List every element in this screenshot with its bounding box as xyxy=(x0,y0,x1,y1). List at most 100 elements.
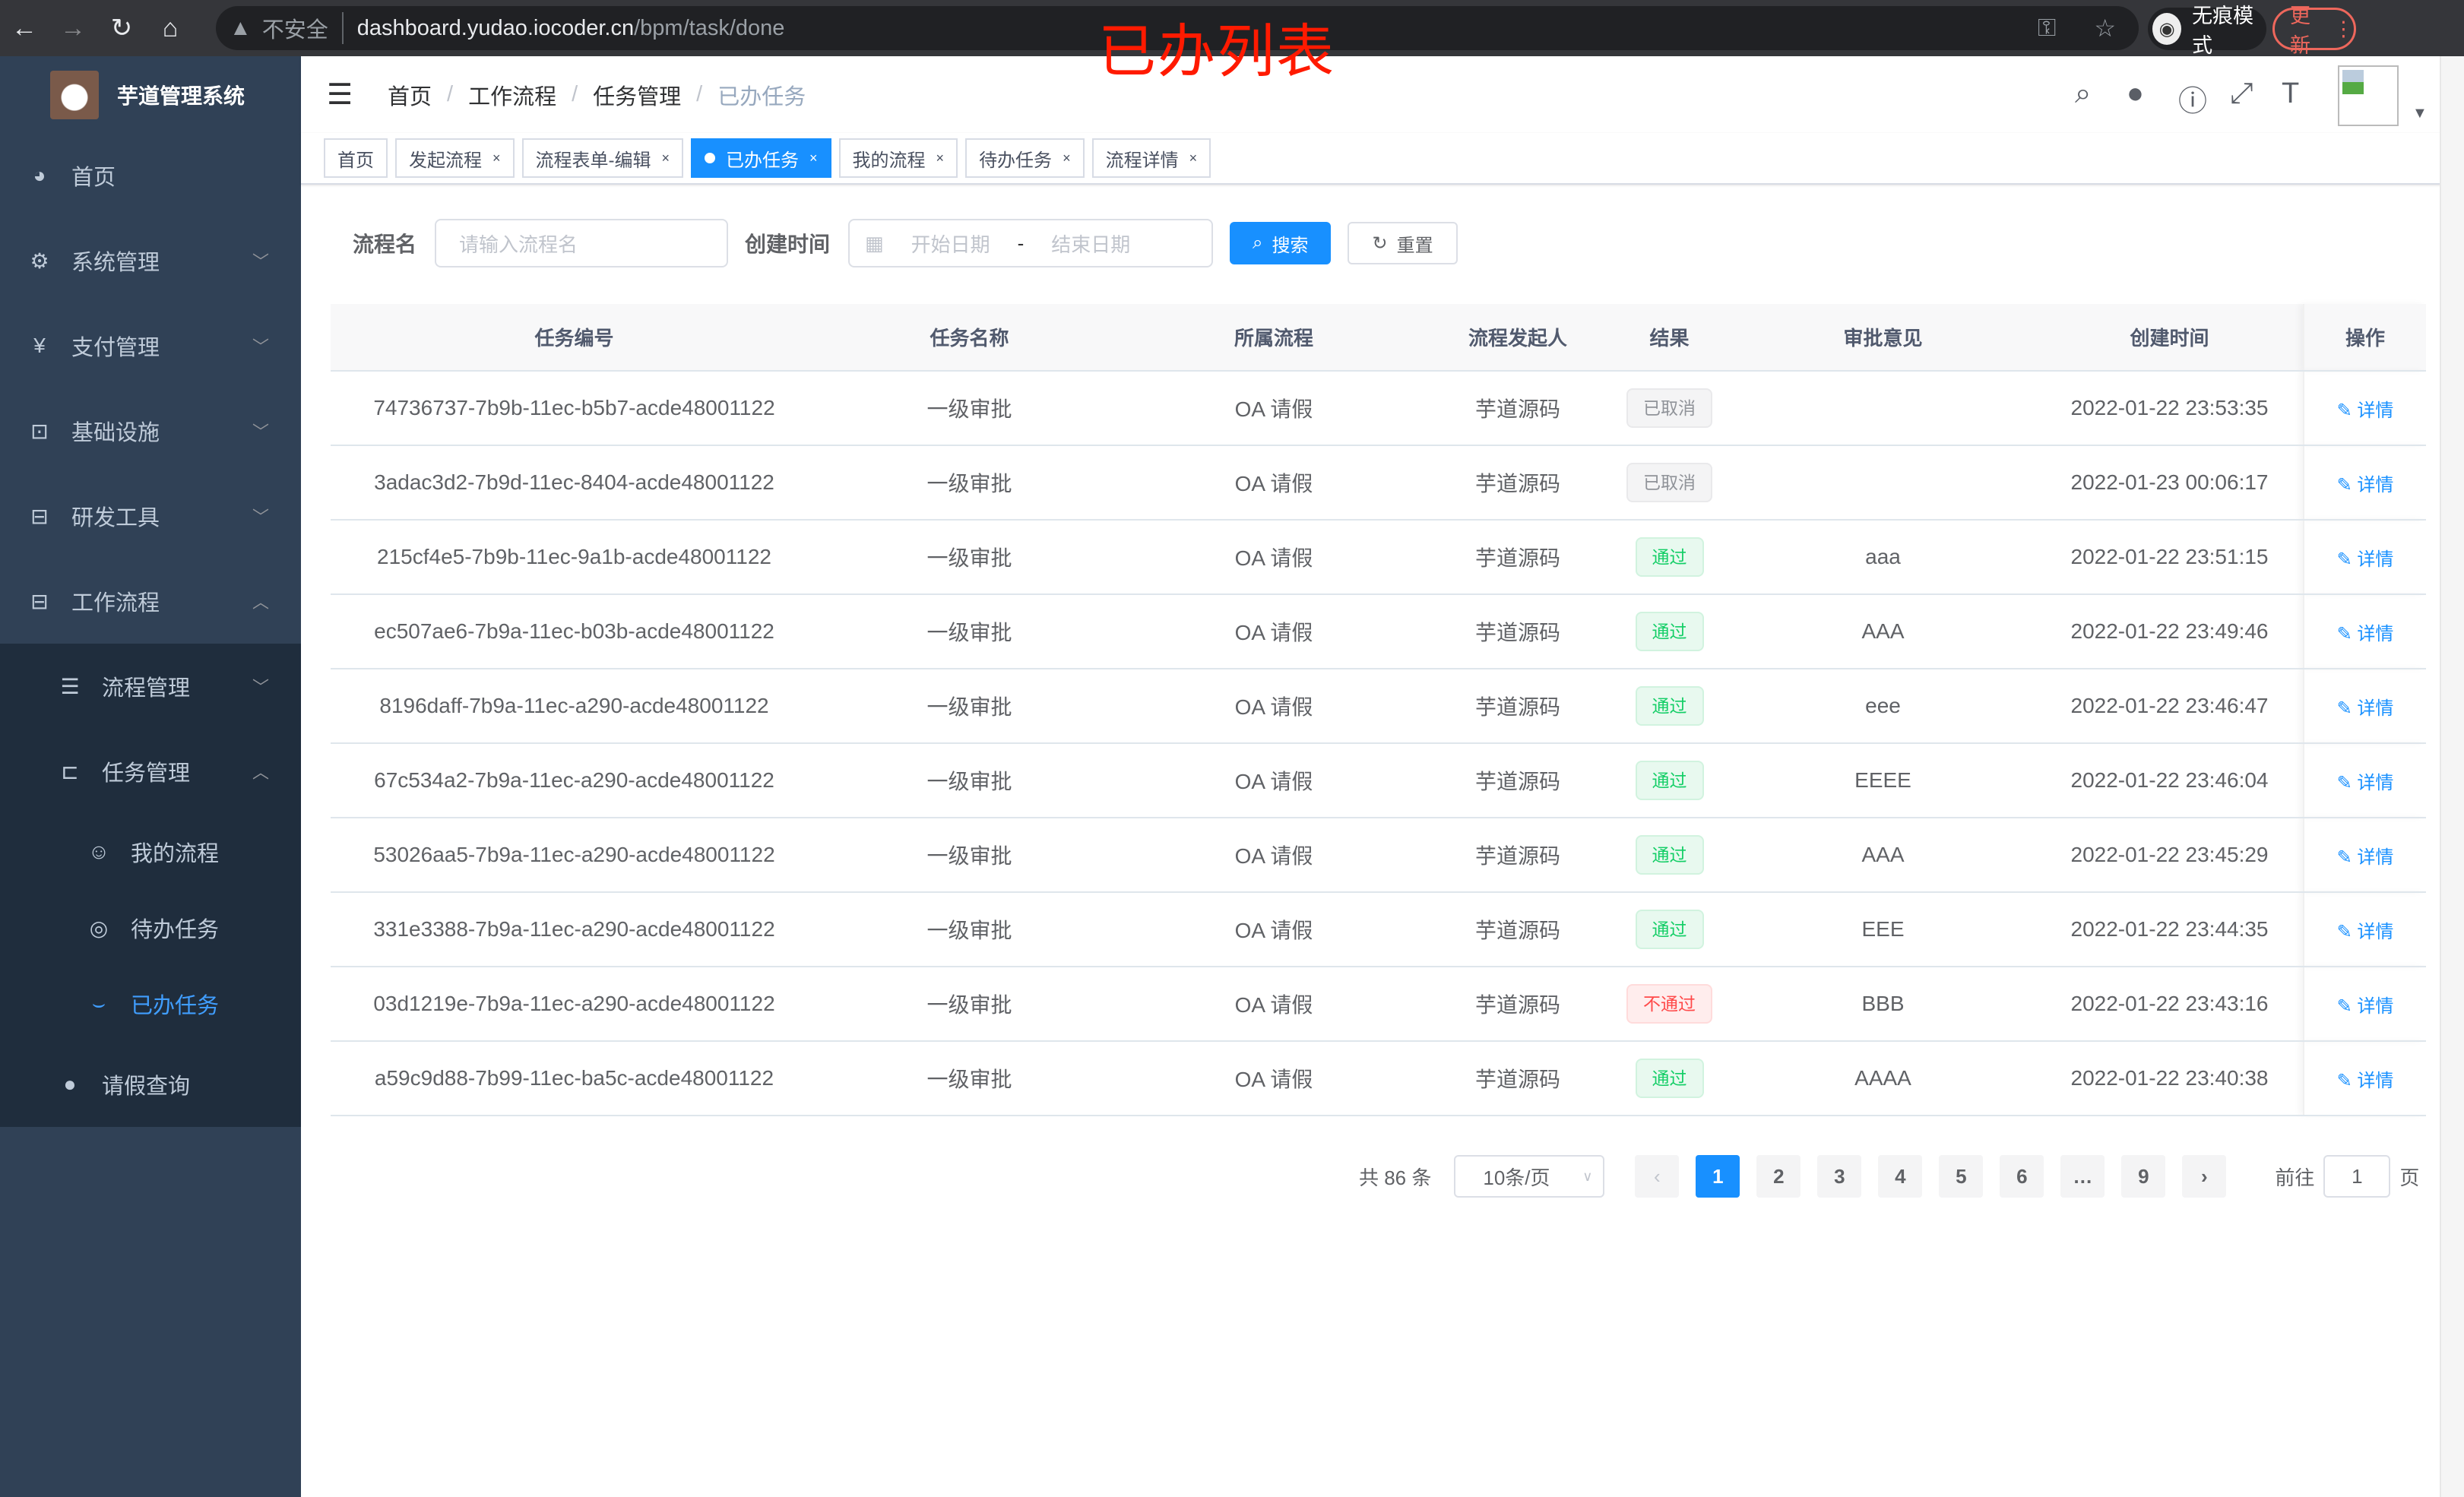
logo-image xyxy=(50,70,99,119)
page-button[interactable]: 1 xyxy=(1696,1155,1740,1198)
page-button[interactable]: 9 xyxy=(2121,1155,2166,1198)
sidebar-item-workflow[interactable]: ⊟ 工作流程 ︿ xyxy=(0,559,301,644)
logo[interactable]: 芋道管理系统 xyxy=(0,56,301,133)
tab-start-process[interactable]: 发起流程 × xyxy=(395,138,515,178)
prev-page-button[interactable]: ‹ xyxy=(1635,1155,1680,1198)
back-icon[interactable]: ← xyxy=(11,13,37,43)
comment: eee xyxy=(1730,669,2036,744)
close-icon[interactable]: × xyxy=(661,150,670,166)
page-button[interactable]: 2 xyxy=(1756,1155,1801,1198)
close-icon[interactable]: × xyxy=(936,150,945,166)
fullscreen-icon[interactable]: ⤢ xyxy=(2230,78,2253,109)
scrollbar[interactable] xyxy=(2440,56,2464,1497)
chevron-down-icon: ﹀ xyxy=(252,508,269,527)
sidebar-item-infra[interactable]: ⊡ 基础设施 ﹀ xyxy=(0,388,301,473)
process-name-input[interactable]: 请输入流程名 xyxy=(435,219,729,267)
gear-icon: ⚙ xyxy=(30,248,49,273)
table-row: 03d1219e-7b9a-11ec-a290-acde48001122 一级审… xyxy=(331,967,2426,1042)
end-date[interactable]: 结束日期 xyxy=(1051,233,1131,256)
tab-todo[interactable]: 待办任务 × xyxy=(965,138,1085,178)
page-button[interactable]: … xyxy=(2060,1155,2105,1198)
close-icon[interactable]: × xyxy=(492,150,501,166)
sidebar-item-tools[interactable]: ⊟ 研发工具 ﹀ xyxy=(0,473,301,559)
page-button[interactable]: 6 xyxy=(2000,1155,2044,1198)
search-icon[interactable]: ⌕ xyxy=(2075,78,2092,109)
detail-button[interactable]: ✎ 详情 xyxy=(2337,922,2394,942)
incognito-badge[interactable]: ◉ 无痕模式 xyxy=(2148,5,2266,57)
breadcrumb-item[interactable]: 任务管理 xyxy=(593,84,682,109)
page-size-select[interactable]: 10条/页 ∨ xyxy=(1454,1155,1605,1198)
font-size-icon[interactable]: T xyxy=(2282,78,2300,109)
next-page-button[interactable]: › xyxy=(2182,1155,2227,1198)
sidebar-item-task-manage[interactable]: ⊏ 任务管理 ︿ xyxy=(0,729,301,814)
tab-process-detail[interactable]: 流程详情 × xyxy=(1091,138,1211,178)
address-bar[interactable]: ▲ 不安全 dashboard.yudao.iocoder.cn/bpm/tas… xyxy=(216,6,2139,50)
page-button[interactable]: 4 xyxy=(1878,1155,1923,1198)
breadcrumb-item[interactable]: 工作流程 xyxy=(468,84,557,109)
detail-button[interactable]: ✎ 详情 xyxy=(2337,475,2394,495)
result-cell: 通过 xyxy=(1609,892,1730,967)
close-icon[interactable]: × xyxy=(809,150,818,166)
search-label: 搜索 xyxy=(1272,235,1309,256)
page-button[interactable]: 5 xyxy=(1939,1155,1984,1198)
sidebar-item-my-process[interactable]: ☺ 我的流程 xyxy=(0,814,301,890)
sidebar-item-process-manage[interactable]: ☰ 流程管理 ﹀ xyxy=(0,644,301,729)
github-icon[interactable]: ● xyxy=(2127,78,2144,109)
close-icon[interactable]: × xyxy=(1189,150,1198,166)
status-badge: 已取消 xyxy=(1626,463,1712,502)
key-icon[interactable]: ⚿ xyxy=(2037,14,2057,41)
tab-my-process[interactable]: 我的流程 × xyxy=(838,138,958,178)
task-name: 一级审批 xyxy=(818,743,1121,818)
reload-icon[interactable]: ↻ xyxy=(110,14,133,43)
detail-button[interactable]: ✎ 详情 xyxy=(2337,847,2394,868)
sidebar-item-leave[interactable]: ● 请假查询 xyxy=(0,1042,301,1127)
home-icon[interactable]: ⌂ xyxy=(162,13,179,43)
sidebar-item-system[interactable]: ⚙ 系统管理 ﹀ xyxy=(0,218,301,303)
reset-button[interactable]: ↻ 重置 xyxy=(1348,222,1458,264)
insecure-label: 不安全 xyxy=(262,12,344,44)
help-icon[interactable]: ⓘ xyxy=(2178,86,2208,118)
sidebar-item-done[interactable]: ⌣ 已办任务 xyxy=(0,966,301,1042)
detail-button[interactable]: ✎ 详情 xyxy=(2337,996,2394,1017)
task-name: 一级审批 xyxy=(818,594,1121,669)
star-icon[interactable]: ☆ xyxy=(2094,14,2116,42)
create-time: 2022-01-22 23:51:15 xyxy=(2036,520,2304,595)
detail-button[interactable]: ✎ 详情 xyxy=(2337,549,2394,570)
close-icon[interactable]: × xyxy=(1063,150,1071,166)
result-cell: 已取消 xyxy=(1609,445,1730,521)
hamburger-icon[interactable]: ☰ xyxy=(327,79,353,111)
edit-icon: ✎ xyxy=(2336,698,2352,719)
create-time: 2022-01-22 23:46:04 xyxy=(2036,743,2304,818)
detail-button[interactable]: ✎ 详情 xyxy=(2337,773,2394,793)
sidebar-item-todo[interactable]: ◎ 待办任务 xyxy=(0,890,301,966)
date-range-picker[interactable]: ▦ 开始日期 - 结束日期 xyxy=(848,219,1214,267)
starter: 芋道源码 xyxy=(1427,892,1609,967)
page-button[interactable]: 3 xyxy=(1817,1155,1862,1198)
update-button[interactable]: 更新 ⋮ xyxy=(2272,5,2356,57)
dashboard-icon: ◕ xyxy=(33,163,46,187)
navbar: ☰ 首页 / 工作流程 / 任务管理 / 已办任务 ⌕ ● ⓘ ⤢ T ▼ xyxy=(301,56,2464,133)
breadcrumb-current: 已办任务 xyxy=(717,84,806,109)
detail-button[interactable]: ✎ 详情 xyxy=(2337,400,2394,421)
face-icon: ☺ xyxy=(87,840,110,863)
sidebar-item-home[interactable]: ◕ 首页 xyxy=(0,133,301,218)
actions-cell: ✎ 详情 xyxy=(2303,1041,2426,1116)
start-date[interactable]: 开始日期 xyxy=(911,233,990,256)
breadcrumb-separator: / xyxy=(696,82,703,106)
sidebar-item-pay[interactable]: ¥ 支付管理 ﹀ xyxy=(0,303,301,388)
search-button[interactable]: ⌕ 搜索 xyxy=(1230,222,1332,264)
forward-icon[interactable]: → xyxy=(60,13,86,43)
avatar[interactable] xyxy=(2338,65,2399,126)
breadcrumb-item[interactable]: 首页 xyxy=(388,84,432,109)
detail-button[interactable]: ✎ 详情 xyxy=(2337,1071,2394,1091)
goto-page-input[interactable]: 1 xyxy=(2323,1155,2391,1198)
status-badge: 不通过 xyxy=(1626,984,1712,1024)
detail-button[interactable]: ✎ 详情 xyxy=(2337,624,2394,644)
broken-image-icon xyxy=(2342,70,2364,94)
tab-form-edit[interactable]: 流程表单-编辑 × xyxy=(521,138,684,178)
tab-home[interactable]: 首页 xyxy=(324,138,388,178)
caret-down-icon[interactable]: ▼ xyxy=(2412,105,2428,122)
chevron-down-icon: ﹀ xyxy=(252,337,269,356)
tab-done-tasks[interactable]: 已办任务 × xyxy=(691,138,831,178)
detail-button[interactable]: ✎ 详情 xyxy=(2337,698,2394,719)
